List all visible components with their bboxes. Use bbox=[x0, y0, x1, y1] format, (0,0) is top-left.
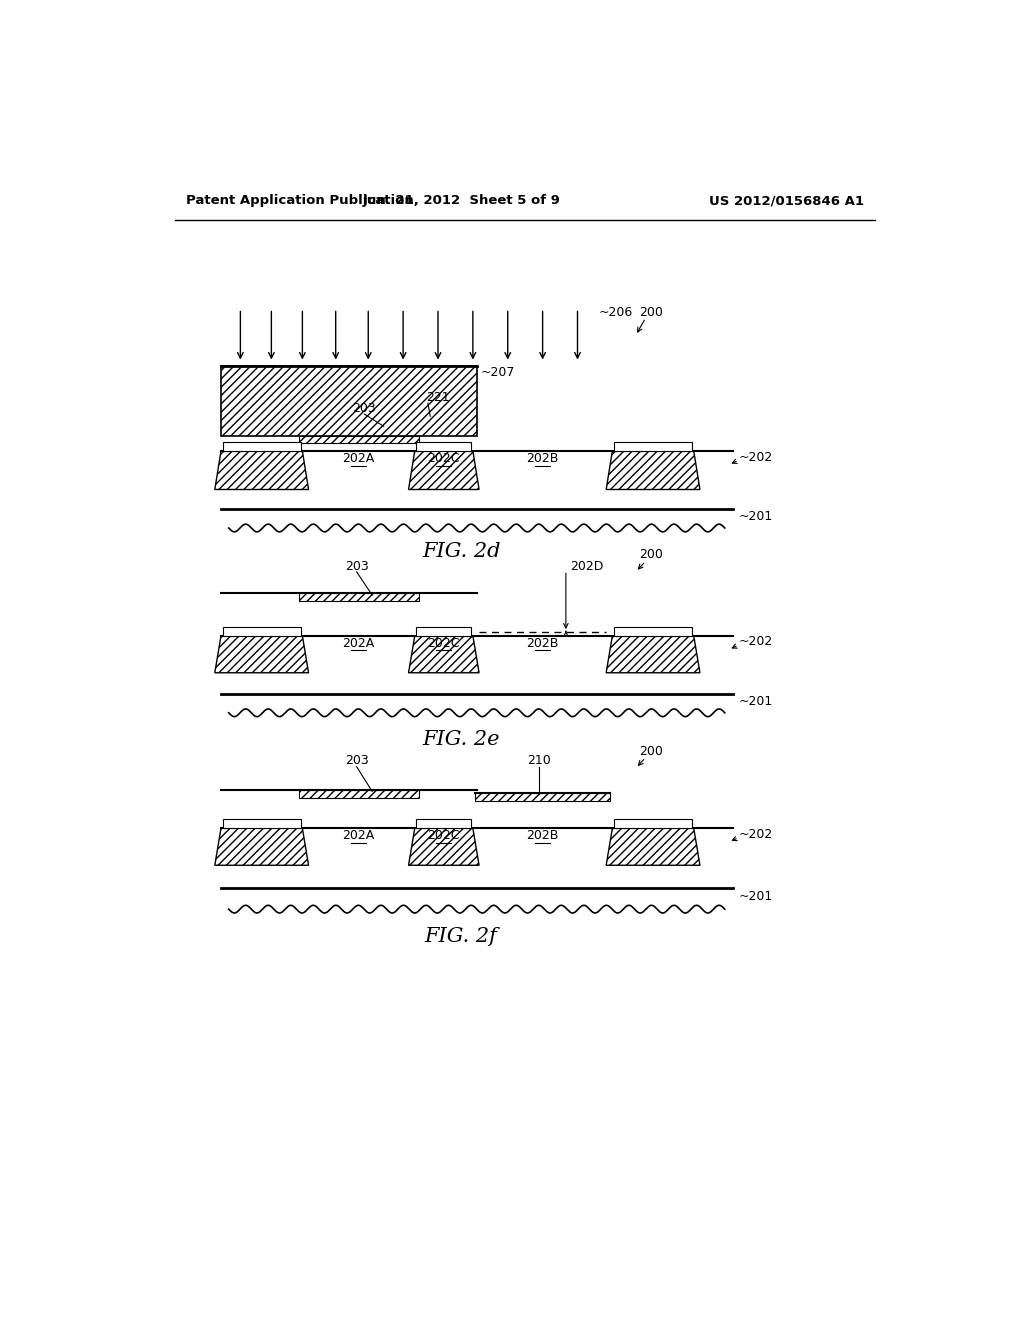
Text: US 2012/0156846 A1: US 2012/0156846 A1 bbox=[710, 194, 864, 207]
Text: 200: 200 bbox=[640, 306, 664, 319]
Bar bbox=[417, 818, 471, 829]
Text: 202B: 202B bbox=[526, 451, 559, 465]
Bar bbox=[299, 594, 419, 601]
Bar bbox=[222, 627, 301, 636]
Text: Jun. 21, 2012  Sheet 5 of 9: Jun. 21, 2012 Sheet 5 of 9 bbox=[362, 194, 560, 207]
Text: 202A: 202A bbox=[342, 829, 375, 842]
Text: 202B: 202B bbox=[526, 829, 559, 842]
Bar bbox=[299, 789, 419, 797]
Text: 202B: 202B bbox=[526, 636, 559, 649]
Bar bbox=[417, 442, 471, 451]
Text: 210: 210 bbox=[527, 754, 551, 767]
Text: 202A: 202A bbox=[342, 636, 375, 649]
Text: FIG. 2d: FIG. 2d bbox=[422, 541, 501, 561]
Polygon shape bbox=[409, 451, 479, 490]
Bar bbox=[299, 436, 419, 444]
Polygon shape bbox=[606, 636, 700, 673]
Text: 200: 200 bbox=[640, 548, 664, 561]
Text: 202D: 202D bbox=[569, 560, 603, 573]
Text: 202C: 202C bbox=[427, 636, 460, 649]
Text: ~202: ~202 bbox=[738, 828, 773, 841]
Text: 202A: 202A bbox=[342, 451, 375, 465]
Bar bbox=[417, 627, 471, 636]
Polygon shape bbox=[221, 367, 477, 436]
Text: 202C: 202C bbox=[427, 829, 460, 842]
Polygon shape bbox=[409, 829, 479, 866]
Polygon shape bbox=[215, 829, 308, 866]
Text: ~201: ~201 bbox=[738, 694, 773, 708]
Bar bbox=[614, 818, 692, 829]
Text: 203: 203 bbox=[345, 754, 369, 767]
Text: ~202: ~202 bbox=[738, 450, 773, 463]
Text: ~207: ~207 bbox=[480, 366, 515, 379]
Text: 202C: 202C bbox=[427, 451, 460, 465]
Bar bbox=[614, 442, 692, 451]
Polygon shape bbox=[606, 451, 700, 490]
Text: Patent Application Publication: Patent Application Publication bbox=[186, 194, 414, 207]
Bar bbox=[475, 793, 610, 800]
Bar bbox=[614, 627, 692, 636]
Text: ~202: ~202 bbox=[738, 635, 773, 648]
Text: ~201: ~201 bbox=[738, 890, 773, 903]
Text: FIG. 2e: FIG. 2e bbox=[423, 730, 500, 750]
Text: 203: 203 bbox=[352, 403, 376, 416]
Text: 203: 203 bbox=[345, 560, 369, 573]
Polygon shape bbox=[409, 636, 479, 673]
Polygon shape bbox=[215, 451, 308, 490]
Polygon shape bbox=[215, 636, 308, 673]
Text: 200: 200 bbox=[640, 744, 664, 758]
Text: FIG. 2f: FIG. 2f bbox=[425, 927, 498, 945]
Text: ~206: ~206 bbox=[598, 306, 633, 319]
Text: 221: 221 bbox=[426, 391, 450, 404]
Polygon shape bbox=[606, 829, 700, 866]
Bar bbox=[222, 818, 301, 829]
Bar bbox=[222, 442, 301, 451]
Text: ~201: ~201 bbox=[738, 510, 773, 523]
